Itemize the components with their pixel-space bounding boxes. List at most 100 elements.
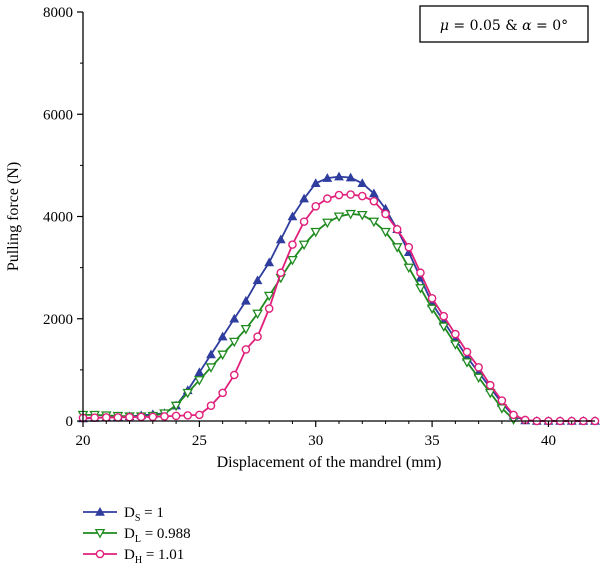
data-point — [357, 191, 367, 201]
data-point — [404, 242, 414, 252]
data-point — [356, 210, 368, 221]
x-tick-label: 30 — [308, 433, 323, 449]
legend-marker — [94, 528, 106, 539]
legend-item-1: DS = 1 — [83, 505, 164, 524]
annotation-box: μ = 0.05 & α = 0° — [419, 5, 589, 43]
data-point — [148, 412, 158, 422]
data-point — [333, 212, 345, 223]
data-point — [218, 388, 227, 398]
data-point — [264, 257, 275, 267]
data-point — [497, 396, 507, 405]
y-tick-label: 6000 — [43, 107, 73, 123]
data-point — [322, 173, 333, 182]
data-point — [241, 345, 251, 354]
data-point — [462, 347, 472, 357]
legend-item-3: DH = 1.01 — [83, 547, 184, 566]
data-point — [416, 268, 425, 278]
y-tick-label: 0 — [66, 414, 74, 430]
data-point — [357, 178, 368, 188]
series-2 — [77, 209, 519, 426]
data-point — [113, 413, 123, 422]
data-point — [287, 211, 298, 221]
data-point — [310, 178, 321, 188]
data-point — [182, 388, 194, 399]
legend-item-2: DL = 0.988 — [83, 526, 191, 545]
data-point — [334, 190, 344, 200]
data-point — [473, 373, 484, 384]
series-1 — [78, 171, 600, 425]
data-point — [205, 363, 217, 373]
data-point — [426, 304, 438, 315]
data-point — [252, 275, 263, 285]
data-point — [183, 411, 193, 420]
data-point — [229, 313, 240, 323]
data-point — [322, 218, 333, 229]
data-point — [125, 412, 134, 422]
data-point — [450, 340, 461, 350]
data-point — [298, 240, 310, 251]
y-tick-label: 8000 — [43, 5, 73, 21]
data-point — [275, 234, 286, 244]
data-point — [241, 295, 251, 305]
data-point — [485, 380, 495, 390]
data-point — [263, 291, 275, 302]
data-point — [451, 329, 460, 339]
data-point — [474, 363, 483, 372]
data-point — [311, 201, 321, 211]
x-tick-label: 20 — [76, 433, 91, 449]
x-axis-title: Displacement of the mandrel (mm) — [217, 454, 442, 471]
data-point — [438, 322, 450, 332]
data-point — [252, 309, 263, 320]
series-line — [83, 213, 515, 421]
data-point — [101, 413, 111, 422]
data-point — [484, 388, 496, 399]
data-point — [228, 337, 240, 348]
data-point — [288, 240, 297, 249]
data-point — [381, 209, 390, 219]
axes: 20 25 30 35 40 0 2000 4000 6000 8000 Displacement … — [5, 5, 595, 471]
data-point — [334, 171, 344, 181]
x-tick-label: 40 — [541, 433, 556, 449]
data-point — [439, 311, 449, 321]
plot-area — [77, 171, 600, 426]
data-point — [170, 401, 182, 412]
data-point — [369, 188, 379, 198]
data-point — [229, 370, 239, 380]
data-point — [171, 411, 181, 421]
data-point — [345, 209, 356, 220]
legend: DS = 1 DL = 0.988 DH = 1.01 — [83, 505, 191, 566]
data-point — [415, 284, 426, 294]
data-point — [206, 401, 216, 410]
data-point — [287, 255, 298, 266]
data-point — [253, 332, 262, 341]
legend-marker — [95, 506, 105, 516]
data-point — [323, 194, 332, 203]
data-point — [461, 358, 473, 368]
data-point — [392, 224, 402, 234]
data-point — [194, 376, 205, 386]
legend-label: DS = 1 — [124, 505, 164, 524]
data-point — [136, 412, 146, 422]
data-point — [206, 349, 216, 359]
data-point — [276, 268, 286, 278]
y-axis-title: Pulling force (N) — [5, 162, 22, 271]
data-point — [346, 190, 355, 199]
legend-label: DL = 0.988 — [124, 526, 191, 545]
data-point — [368, 217, 380, 228]
data-point — [299, 217, 309, 226]
annotation-frame — [419, 5, 589, 43]
data-point — [345, 172, 356, 182]
x-tick-label: 25 — [192, 433, 207, 449]
data-point — [195, 410, 204, 420]
legend-label: DH = 1.01 — [124, 547, 184, 566]
data-point — [496, 404, 508, 414]
data-point — [403, 263, 415, 274]
data-point — [217, 331, 228, 341]
data-point — [509, 410, 518, 420]
data-point — [427, 293, 437, 303]
x-tick-label: 35 — [425, 433, 440, 449]
annotation-text: μ = 0.05 & α = 0° — [440, 18, 568, 34]
data-point — [299, 193, 309, 203]
data-point — [391, 243, 403, 253]
